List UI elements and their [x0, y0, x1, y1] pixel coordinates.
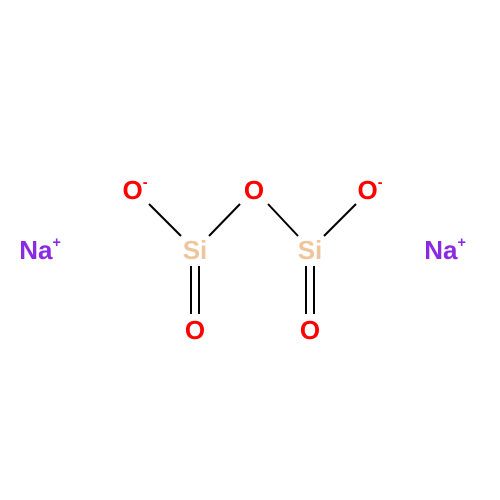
atom-si-left: Si — [183, 237, 208, 263]
atom-charge: - — [378, 175, 383, 191]
bond-line — [268, 204, 298, 236]
atom-si-right: Si — [298, 237, 323, 263]
atom-label: Si — [298, 235, 323, 265]
atom-label: Si — [183, 235, 208, 265]
atom-o-minus-left: O- — [123, 177, 148, 203]
atom-label: Na — [19, 235, 52, 265]
atom-label: O — [244, 175, 264, 205]
atom-na-left: Na+ — [19, 237, 61, 263]
atom-na-right: Na+ — [424, 237, 466, 263]
atom-label: O — [185, 315, 205, 345]
atom-charge: - — [143, 175, 148, 191]
bond-line — [209, 204, 240, 236]
atom-o-bridge: O — [244, 177, 264, 203]
atom-charge: + — [52, 235, 60, 251]
bond-line — [324, 204, 356, 236]
atom-label: O — [123, 175, 143, 205]
atom-label: O — [358, 175, 378, 205]
bond-line — [149, 204, 181, 236]
atom-label: O — [300, 315, 320, 345]
atom-o-double-left: O — [185, 317, 205, 343]
atom-o-minus-right: O- — [358, 177, 383, 203]
atom-charge: + — [457, 235, 465, 251]
atom-o-double-right: O — [300, 317, 320, 343]
atom-label: Na — [424, 235, 457, 265]
molecule-canvas: Na+ O- Si O O Si O O- Na+ — [0, 0, 500, 500]
